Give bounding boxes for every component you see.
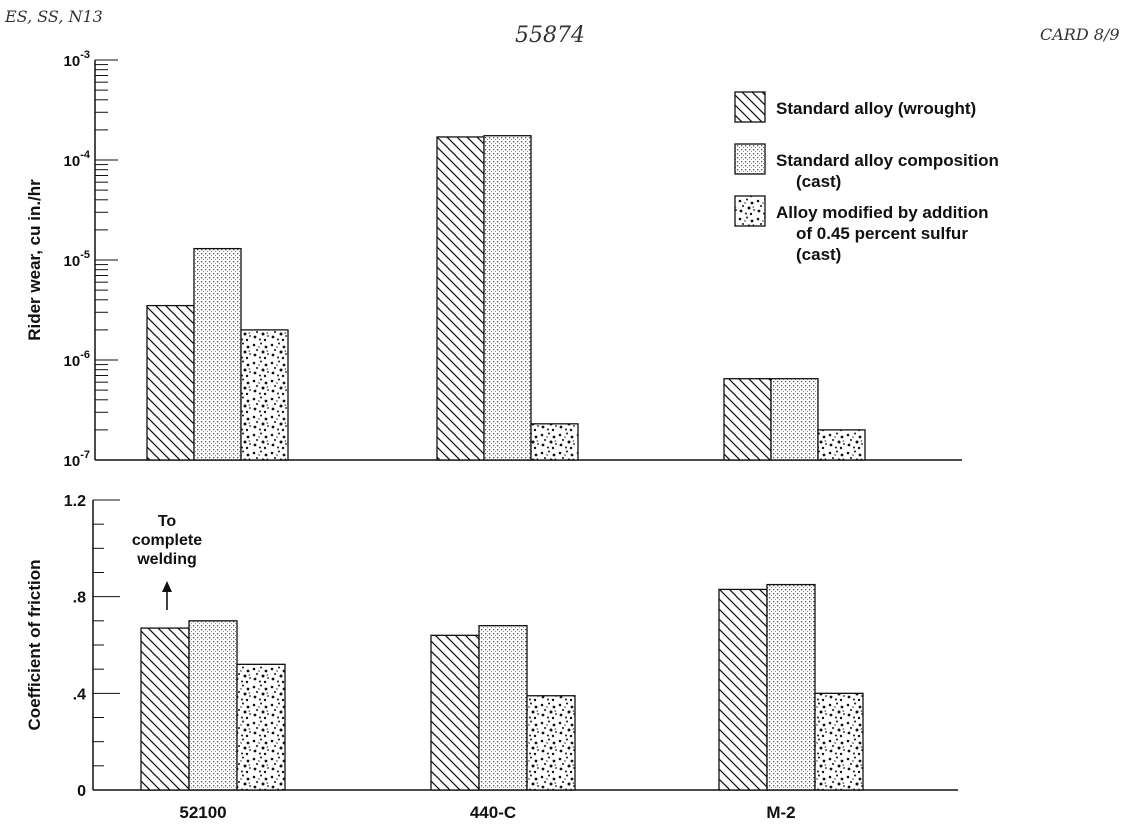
wear-bar	[770, 378, 819, 461]
legend: Standard alloy (wrought) Standard alloy c…	[734, 91, 999, 264]
friction-tick-label: .4	[73, 686, 86, 703]
welding-note-line: welding	[136, 551, 197, 568]
wear-tick-label: 10-7	[64, 449, 90, 470]
tick-exponent: -4	[80, 149, 91, 161]
wear-bar	[530, 423, 579, 461]
arrow-head-icon	[162, 581, 172, 592]
friction-bars	[140, 583, 864, 791]
annotation-top-center: 55874	[515, 23, 585, 48]
legend-label: Standard alloy composition	[776, 151, 999, 170]
wear-tick-label: 10-4	[64, 149, 91, 170]
tick-base: 10	[64, 453, 81, 470]
legend-label: (cast)	[796, 172, 841, 191]
legend-label: (cast)	[796, 245, 841, 264]
wear-bar	[240, 329, 289, 461]
friction-bar	[188, 620, 238, 791]
wear-tick-label: 10-6	[64, 349, 90, 370]
friction-tick-label: .8	[73, 590, 86, 607]
friction-bar	[718, 588, 768, 791]
tick-base: 10	[64, 153, 81, 170]
friction-bar	[140, 627, 190, 791]
friction-bar	[814, 692, 864, 791]
wear-bar	[723, 378, 772, 461]
friction-tick-label: 0	[77, 783, 86, 800]
legend-swatch	[734, 195, 766, 227]
legend-swatch	[734, 143, 766, 175]
wear-tick-label: 10-5	[64, 249, 90, 270]
tick-exponent: -3	[80, 49, 90, 61]
legend-label: Alloy modified by addition	[776, 203, 989, 222]
friction-chart: 0 .4 .8 1.2 52100 440-C M-2 Coefficient of fr…	[25, 493, 958, 822]
friction-bar	[430, 634, 480, 791]
friction-tick-label: 1.2	[64, 493, 86, 510]
tick-exponent: -5	[80, 249, 90, 261]
wear-bar	[193, 247, 242, 461]
legend-label: Standard alloy (wrought)	[776, 99, 976, 118]
friction-bar	[526, 695, 576, 791]
friction-ticks: 0 .4 .8 1.2	[64, 493, 120, 800]
wear-bars	[146, 135, 866, 461]
wear-y-axis-label: Rider wear, cu in./hr	[25, 179, 44, 341]
legend-swatch	[734, 91, 766, 123]
annotation-top-right: CARD 8/9	[1040, 25, 1120, 44]
category-label: 440-C	[470, 803, 516, 822]
wear-tick-labels: 10-710-610-510-410-3	[64, 49, 91, 470]
category-label: M-2	[766, 803, 795, 822]
wear-bar	[146, 304, 195, 461]
wear-tick-label: 10-3	[64, 49, 90, 70]
wear-bar	[483, 135, 532, 461]
welding-note-line: To	[158, 513, 177, 530]
tick-base: 10	[64, 53, 81, 70]
tick-exponent: -6	[80, 349, 90, 361]
friction-bar	[766, 583, 816, 791]
friction-bar	[236, 663, 286, 791]
category-label: 52100	[179, 803, 226, 822]
annotation-top-left: ES, SS, N13	[4, 7, 103, 26]
legend-label: of 0.45 percent sulfur	[796, 224, 968, 243]
wear-bar	[817, 429, 866, 461]
friction-bar	[478, 625, 528, 791]
tick-base: 10	[64, 253, 81, 270]
friction-y-axis-label: Coefficient of friction	[25, 560, 44, 731]
wear-bar	[436, 136, 485, 461]
rider-wear-chart: 10-710-610-510-410-3 Rider wear, cu in./…	[25, 49, 962, 470]
welding-note-line: complete	[132, 532, 202, 549]
category-labels: 52100 440-C M-2	[179, 803, 795, 822]
welding-note: To complete welding	[132, 513, 202, 610]
tick-exponent: -7	[80, 449, 90, 461]
tick-base: 10	[64, 353, 81, 370]
wear-minor-ticks	[95, 59, 118, 461]
